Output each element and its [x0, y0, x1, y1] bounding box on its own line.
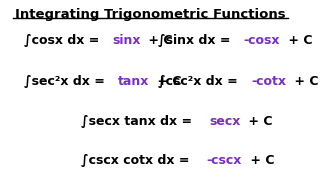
Text: + C: + C — [153, 75, 181, 88]
Text: ∫sec²x dx =: ∫sec²x dx = — [24, 75, 109, 88]
Text: + C: + C — [284, 34, 313, 47]
Text: tanx: tanx — [118, 75, 149, 88]
Text: + C: + C — [290, 75, 319, 88]
Text: ∫csc²x dx =: ∫csc²x dx = — [158, 75, 243, 88]
Text: + C: + C — [144, 34, 172, 47]
Text: + C: + C — [246, 154, 274, 167]
Text: -cscx: -cscx — [206, 154, 242, 167]
Text: ∫sinx dx =: ∫sinx dx = — [158, 34, 235, 47]
Text: -cotx: -cotx — [252, 75, 287, 88]
Text: ∫cscx cotx dx =: ∫cscx cotx dx = — [81, 154, 194, 167]
Text: secx: secx — [209, 115, 241, 128]
Text: -cosx: -cosx — [244, 34, 280, 47]
Text: ∫secx tanx dx =: ∫secx tanx dx = — [81, 115, 197, 128]
Text: sinx: sinx — [112, 34, 140, 47]
Text: Integrating Trigonometric Functions: Integrating Trigonometric Functions — [15, 8, 285, 21]
Text: + C: + C — [244, 115, 273, 128]
Text: ∫cosx dx =: ∫cosx dx = — [24, 34, 103, 47]
